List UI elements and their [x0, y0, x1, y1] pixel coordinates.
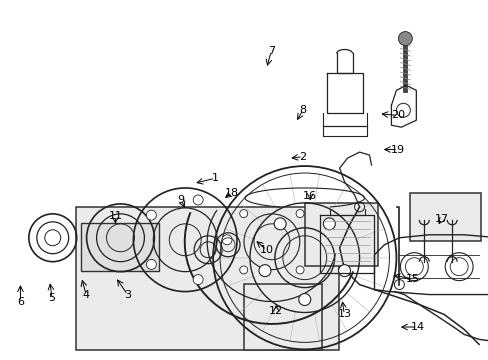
Text: 18: 18	[225, 188, 239, 198]
Bar	[244, 284, 322, 350]
Circle shape	[338, 265, 350, 276]
Circle shape	[323, 218, 335, 230]
Text: 15: 15	[405, 274, 419, 284]
Text: 19: 19	[390, 144, 404, 154]
Text: 11: 11	[108, 211, 122, 221]
Text: 9: 9	[177, 195, 184, 205]
Circle shape	[398, 32, 411, 45]
Circle shape	[298, 293, 310, 306]
Bar	[81, 223, 159, 271]
Circle shape	[295, 266, 304, 274]
Text: 20: 20	[390, 111, 404, 121]
Circle shape	[193, 195, 203, 205]
Circle shape	[295, 210, 304, 217]
Bar	[409, 193, 480, 241]
Text: 13: 13	[337, 310, 351, 319]
Text: 5: 5	[48, 293, 56, 303]
Bar	[305, 203, 378, 266]
Text: 1: 1	[211, 173, 218, 183]
Text: 17: 17	[434, 215, 448, 224]
Text: 14: 14	[409, 322, 424, 332]
Circle shape	[239, 266, 247, 274]
Circle shape	[239, 210, 247, 217]
Circle shape	[146, 210, 156, 220]
Circle shape	[146, 259, 156, 269]
Text: 10: 10	[259, 245, 273, 255]
Text: 6: 6	[17, 297, 24, 307]
Text: 4: 4	[82, 290, 90, 300]
Circle shape	[259, 265, 270, 276]
Text: 7: 7	[267, 46, 274, 56]
Text: 3: 3	[124, 290, 131, 300]
Circle shape	[222, 235, 232, 245]
Text: 8: 8	[299, 105, 306, 115]
Text: 16: 16	[303, 191, 317, 201]
Circle shape	[193, 275, 203, 284]
Text: 12: 12	[268, 306, 283, 316]
Text: 2: 2	[299, 152, 306, 162]
Circle shape	[274, 218, 285, 230]
Bar	[76, 207, 339, 350]
